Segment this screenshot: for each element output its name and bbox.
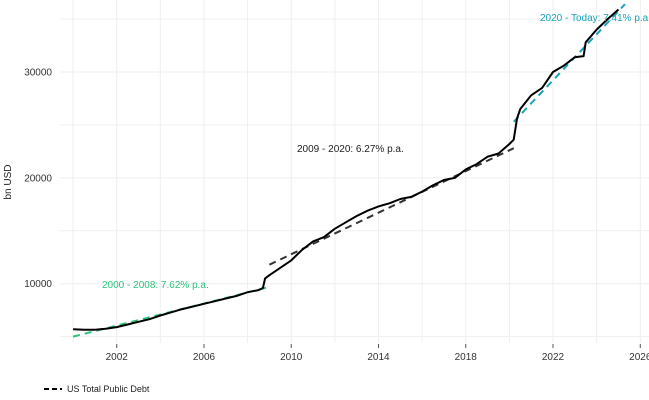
trend-line-2020-today (513, 3, 626, 123)
us-debt-series-line (73, 8, 620, 331)
trend-label-2000-2008: 2000 - 2008: 7.62% p.a. (102, 280, 209, 291)
y-tick-label: 20000 (24, 173, 52, 184)
x-tick-label: 2006 (193, 352, 216, 363)
y-axis-title: bn USD (3, 164, 14, 199)
y-tick-label: 30000 (24, 67, 52, 78)
trend-label-2009-2020: 2009 - 2020: 6.27% p.a. (297, 144, 404, 155)
x-tick-label: 2022 (542, 352, 565, 363)
x-tick-label: 2018 (455, 352, 478, 363)
x-tick-label: 2014 (367, 352, 390, 363)
x-axis-ticks: 2002 2006 2010 2014 2018 2022 2026 (106, 344, 649, 363)
x-tick-label: 2002 (106, 352, 129, 363)
x-tick-label: 2010 (280, 352, 303, 363)
x-tick-label: 2026 (629, 352, 649, 363)
grid-lines (60, 0, 649, 343)
legend: US Total Public Debt (44, 384, 150, 394)
trend-line-2009-2020 (268, 147, 515, 266)
y-axis-ticks: 10000 20000 30000 (24, 67, 52, 290)
y-tick-label: 10000 (24, 279, 52, 290)
legend-label: US Total Public Debt (67, 384, 150, 394)
trend-label-2020-today: 2020 - Today: 7.41% p.a. (540, 13, 649, 24)
